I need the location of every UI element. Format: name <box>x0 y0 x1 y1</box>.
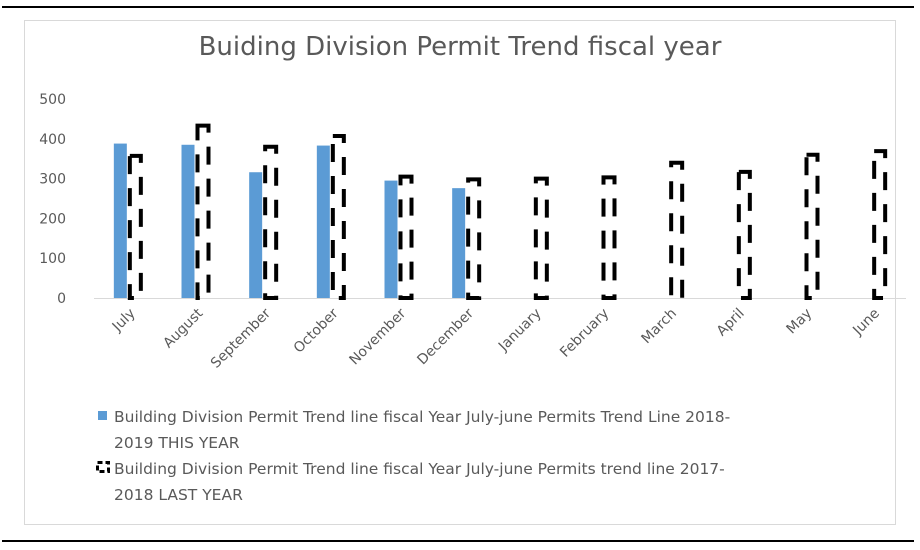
x-tick-label: April <box>714 306 748 340</box>
bar-last-year <box>533 176 549 300</box>
bar-last-year <box>804 152 820 300</box>
legend-label-this-year-line1: Building Division Permit Trend line fisc… <box>114 408 731 426</box>
bar-this-year <box>384 180 398 298</box>
legend-item-this-year: Building Division Permit Trend line fisc… <box>96 404 856 456</box>
y-tick-label: 400 <box>39 132 66 148</box>
legend-swatch-this-year <box>98 411 107 420</box>
bar-this-year <box>181 144 195 298</box>
y-tick-label: 300 <box>39 172 66 188</box>
x-tick-label: May <box>784 306 816 338</box>
legend: Building Division Permit Trend line fisc… <box>96 404 856 508</box>
bar-last-year <box>398 174 414 300</box>
outer-frame <box>2 6 914 542</box>
x-tick-label: August <box>160 305 206 351</box>
bar-last-year <box>872 149 888 300</box>
legend-label-last-year-line2: 2018 LAST YEAR <box>114 486 243 504</box>
y-tick-label: 200 <box>39 211 66 227</box>
legend-label-this-year-line2: 2019 THIS YEAR <box>114 434 240 452</box>
x-tick-label: December <box>414 305 477 368</box>
bar-this-year <box>316 145 330 298</box>
bar-this-year <box>113 143 127 298</box>
bar-last-year <box>195 123 211 301</box>
x-tick-label: March <box>638 306 679 347</box>
x-tick-label: July <box>109 306 139 336</box>
bar-last-year <box>330 134 346 300</box>
bar-last-year <box>127 153 143 300</box>
y-tick-label: 500 <box>39 92 66 108</box>
bar-last-year <box>263 144 279 300</box>
bar-last-year <box>466 177 482 301</box>
x-tick-label: September <box>208 305 274 371</box>
chart-title: Buiding Division Permit Trend fiscal yea… <box>198 32 722 62</box>
legend-item-last-year: Building Division Permit Trend line fisc… <box>96 456 856 508</box>
x-tick-label: November <box>347 305 410 368</box>
x-tick-label: January <box>495 306 545 356</box>
x-tick-label: October <box>291 305 342 356</box>
bar-last-year <box>669 160 685 300</box>
bar-this-year <box>452 188 466 298</box>
legend-swatch-last-year <box>96 461 110 473</box>
bar-last-year <box>736 169 752 300</box>
x-tick-label: June <box>849 306 883 340</box>
y-tick-label: 0 <box>57 291 66 307</box>
y-tick-label: 100 <box>39 251 66 267</box>
bar-this-year <box>249 172 263 298</box>
legend-label-last-year-line1: Building Division Permit Trend line fisc… <box>114 460 725 478</box>
x-tick-label: February <box>557 306 612 361</box>
bar-last-year <box>601 175 617 300</box>
